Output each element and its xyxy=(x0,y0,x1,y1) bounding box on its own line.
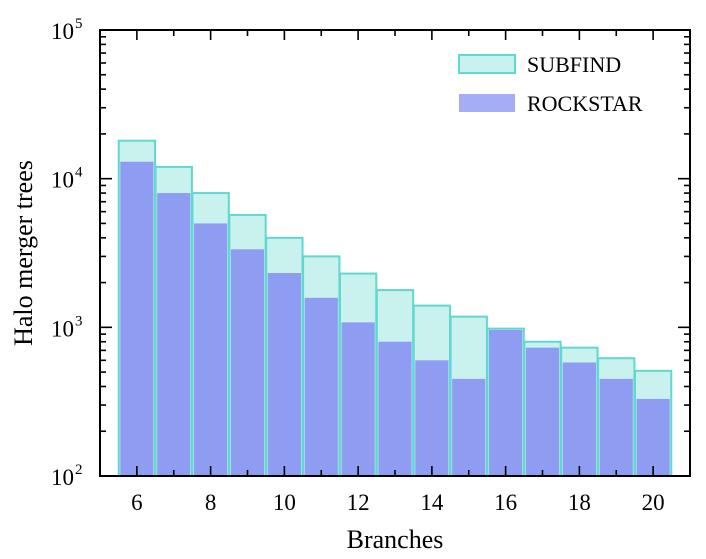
x-tick-label: 8 xyxy=(205,490,217,515)
bar-rockstar-9 xyxy=(230,249,265,476)
y-tick-label: 103 xyxy=(51,313,83,341)
axis-ticks xyxy=(99,29,691,477)
x-tick-label: 10 xyxy=(273,490,296,515)
bar-rockstar-12 xyxy=(341,322,375,476)
x-tick-label: 16 xyxy=(494,490,517,515)
bar-rockstar-10 xyxy=(267,272,301,476)
rockstar-bars xyxy=(120,161,670,476)
bar-rockstar-8 xyxy=(194,223,228,476)
x-tick-label: 12 xyxy=(347,490,370,515)
bar-rockstar-7 xyxy=(157,193,191,476)
legend-swatch-subfind xyxy=(458,54,516,74)
legend-swatch-rockstar xyxy=(459,94,515,112)
x-tick-label: 14 xyxy=(420,490,444,515)
bar-rockstar-15 xyxy=(452,378,486,476)
y-tick-label: 102 xyxy=(51,462,83,490)
bar-rockstar-11 xyxy=(304,297,338,476)
y-axis-label: Halo merger trees xyxy=(9,160,38,346)
bar-rockstar-16 xyxy=(489,329,523,476)
bar-rockstar-17 xyxy=(525,347,560,476)
legend-label-subfind: SUBFIND xyxy=(527,52,621,77)
x-tick-label: 6 xyxy=(131,490,143,515)
bar-rockstar-13 xyxy=(378,341,412,476)
x-tick-labels: 6 8 10 12 14 16 18 20 xyxy=(131,490,665,515)
y-tick-labels: 102 103 104 105 xyxy=(51,16,83,490)
x-axis-label: Branches xyxy=(347,525,444,554)
x-tick-label: 20 xyxy=(642,490,665,515)
bar-rockstar-6 xyxy=(120,161,154,476)
bar-rockstar-20 xyxy=(636,398,670,476)
x-tick-label: 18 xyxy=(568,490,591,515)
bar-rockstar-14 xyxy=(415,360,449,476)
bar-rockstar-18 xyxy=(562,362,596,476)
legend-label-rockstar: ROCKSTAR xyxy=(527,91,643,116)
y-tick-label: 104 xyxy=(51,165,83,193)
legend: SUBFIND ROCKSTAR xyxy=(458,52,643,116)
y-tick-label: 105 xyxy=(51,16,83,44)
bar-rockstar-19 xyxy=(599,378,633,476)
